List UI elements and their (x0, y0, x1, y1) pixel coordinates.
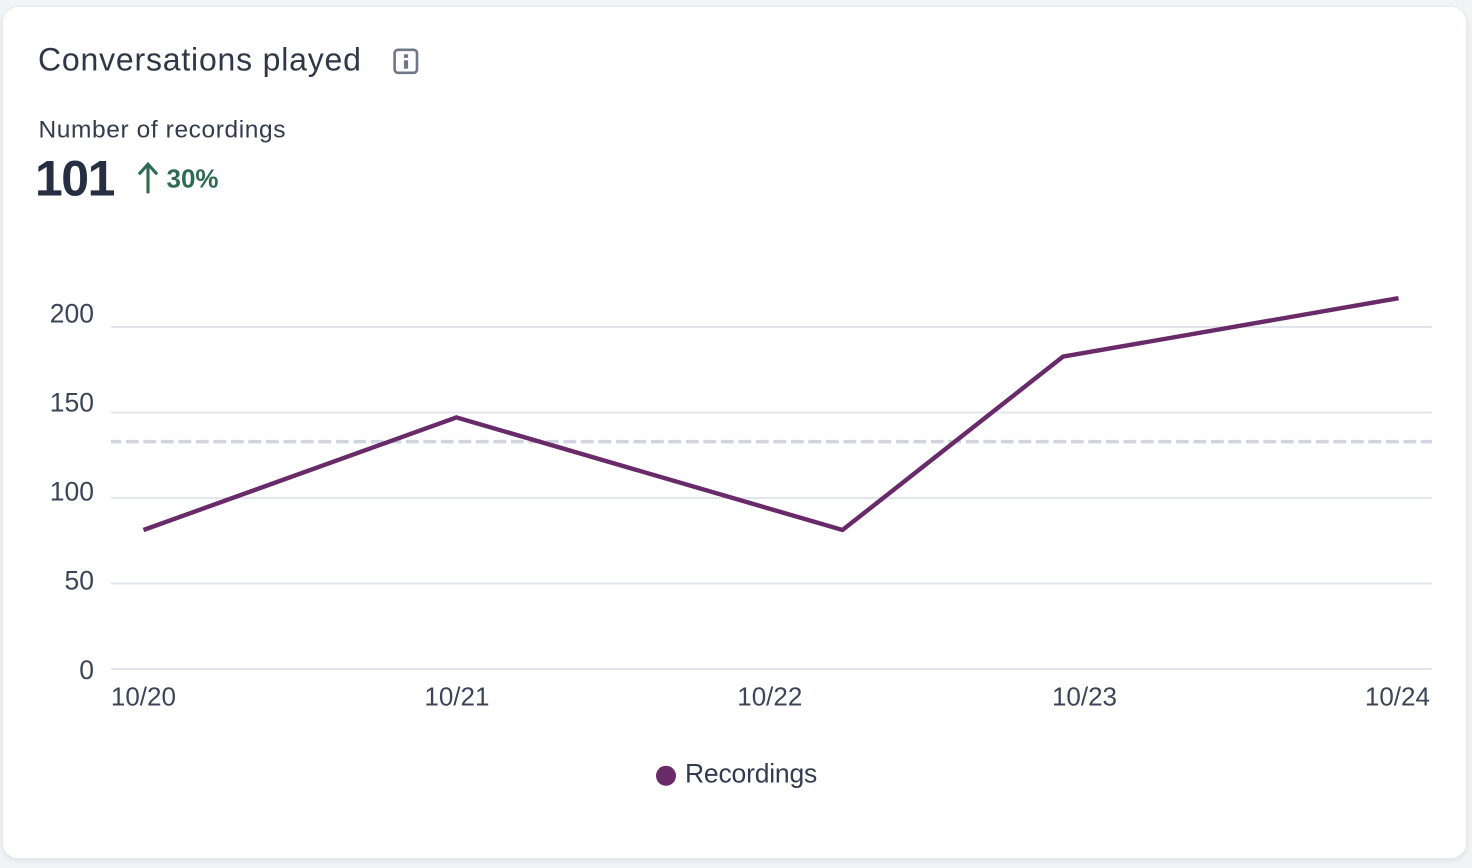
svg-text:10/23: 10/23 (1052, 682, 1117, 712)
svg-text:10/21: 10/21 (424, 682, 489, 712)
svg-text:10/24: 10/24 (1365, 682, 1430, 712)
svg-text:101: 101 (35, 151, 115, 207)
svg-text:10/22: 10/22 (737, 682, 802, 712)
svg-text:100: 100 (50, 477, 94, 507)
svg-text:150: 150 (50, 388, 94, 418)
svg-text:50: 50 (65, 566, 94, 596)
svg-text:Conversations played: Conversations played (38, 42, 362, 78)
svg-text:200: 200 (50, 298, 94, 328)
svg-text:Number of recordings: Number of recordings (39, 117, 287, 144)
svg-text:10/20: 10/20 (111, 682, 176, 712)
svg-text:30%: 30% (167, 164, 219, 194)
svg-text:0: 0 (79, 655, 94, 685)
svg-text:Recordings: Recordings (685, 758, 817, 788)
